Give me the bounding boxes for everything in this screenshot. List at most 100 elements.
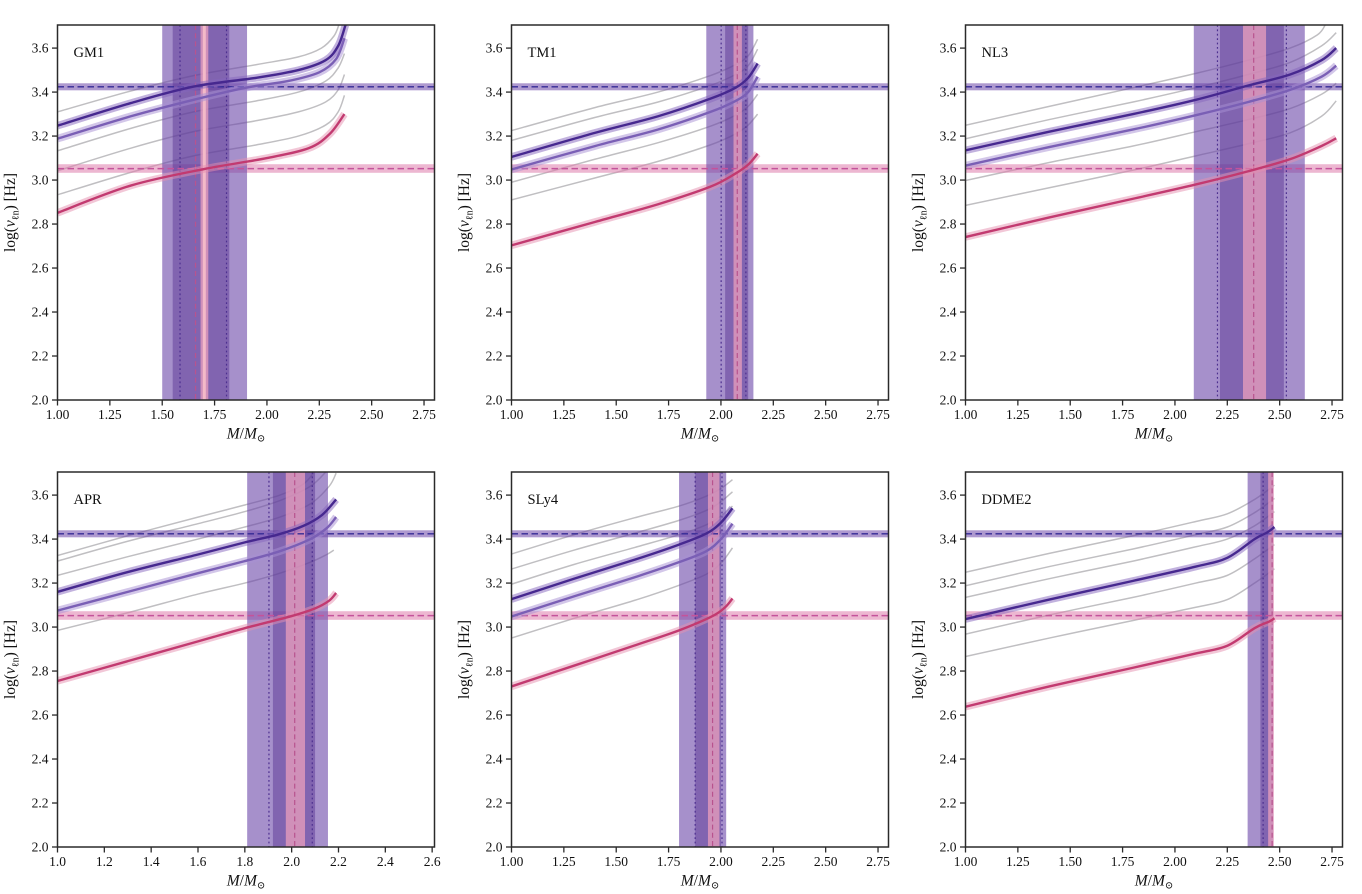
x-tick-label: 2.6 <box>424 854 441 869</box>
x-tick-label: 2.75 <box>866 407 890 422</box>
curve-gray-mode <box>57 74 346 172</box>
x-tick-label: 2.50 <box>1268 854 1292 869</box>
x-tick-label: 1.75 <box>203 407 227 422</box>
curve-pink-mode <box>965 617 1276 708</box>
y-tick-label: 2.8 <box>486 664 503 679</box>
x-tick-label: 1.00 <box>954 854 978 869</box>
curve-pink-mode-band <box>965 615 1277 711</box>
panel-nl3: 1.00 1.25 1.50 1.75 2.00 2.25 2.50 2.75 2.0 2.2 2.… <box>910 24 1344 445</box>
y-tick-label: 2.2 <box>32 796 49 811</box>
y-tick-label: 3.6 <box>940 488 957 503</box>
x-tick-label: 1.4 <box>143 854 160 869</box>
y-tick-label: 2.2 <box>32 349 49 364</box>
x-tick-label: 1.2 <box>96 854 113 869</box>
x-tick-label: 2.50 <box>814 407 838 422</box>
y-tick-label: 3.0 <box>940 620 957 635</box>
x-tick-label: 2.0 <box>283 854 300 869</box>
y-tick-label: 3.6 <box>486 488 503 503</box>
panel-title: DDME2 <box>982 492 1032 508</box>
x-tick-label: 2.25 <box>761 854 785 869</box>
y-tick-label: 2.6 <box>486 708 503 723</box>
y-tick-label: 2.2 <box>486 796 503 811</box>
x-tick-label: 2.25 <box>1215 854 1239 869</box>
x-tick-label: 1.00 <box>954 407 978 422</box>
plot-frame <box>510 471 890 848</box>
plot-frame <box>510 24 890 401</box>
y-tick-label: 2.6 <box>32 261 49 276</box>
x-tick-label: 2.75 <box>1320 854 1344 869</box>
y-tick-label: 2.4 <box>486 305 503 320</box>
x-tick-label: 1.50 <box>604 854 628 869</box>
x-tick-label: 1.50 <box>1058 407 1082 422</box>
curve-purple-light-mode <box>57 37 346 140</box>
curve-pink-mode <box>57 592 338 683</box>
panel-title: GM1 <box>74 45 105 61</box>
y-tick-label: 2.4 <box>32 305 49 320</box>
x-axis-label: M/M⊙ <box>1134 426 1174 445</box>
y-tick-label: 2.0 <box>32 840 49 855</box>
y-tick-label: 2.2 <box>940 796 957 811</box>
x-tick-label: 2.4 <box>377 854 394 869</box>
x-tick-label: 1.25 <box>1006 854 1030 869</box>
x-tick-label: 2.00 <box>709 407 733 422</box>
x-tick-label: 1.0 <box>49 854 66 869</box>
curve-purple-dark-mode-band <box>965 523 1277 623</box>
panel-title: APR <box>74 492 103 508</box>
x-tick-label: 2.75 <box>412 407 436 422</box>
y-tick-label: 3.6 <box>940 41 957 56</box>
y-tick-label: 2.0 <box>940 393 957 408</box>
purple-frequency-band <box>57 530 435 538</box>
y-tick-label: 3.2 <box>940 129 957 144</box>
x-tick-label: 1.00 <box>46 407 70 422</box>
y-tick-label: 2.4 <box>940 752 957 767</box>
y-tick-label: 2.4 <box>940 305 957 320</box>
y-tick-label: 2.8 <box>940 217 957 232</box>
x-tick-label: 1.00 <box>500 854 524 869</box>
y-tick-label: 2.0 <box>486 393 503 408</box>
y-tick-label: 2.6 <box>940 708 957 723</box>
vband-pink <box>707 472 720 847</box>
curve-pink-mode <box>511 597 734 688</box>
y-tick-label: 3.4 <box>940 85 957 100</box>
y-tick-label: 3.0 <box>32 173 49 188</box>
x-tick-label: 1.50 <box>150 407 174 422</box>
x-tick-label: 1.75 <box>657 407 681 422</box>
y-tick-label: 2.8 <box>940 664 957 679</box>
x-tick-label: 1.00 <box>500 407 524 422</box>
panel-tm1: 1.00 1.25 1.50 1.75 2.00 2.25 2.50 2.75 2.0 2.2 2.… <box>456 24 890 445</box>
x-axis-label: M/M⊙ <box>1134 873 1174 892</box>
y-tick-label: 2.2 <box>486 349 503 364</box>
x-tick-label: 1.25 <box>552 854 576 869</box>
curve-gray-mode <box>965 497 1275 587</box>
curve-gray-mode <box>57 25 340 113</box>
y-tick-label: 2.6 <box>940 261 957 276</box>
vband-pink <box>733 25 742 400</box>
y-tick-label: 3.4 <box>940 532 957 547</box>
x-tick-label: 1.8 <box>236 854 253 869</box>
pink-frequency-band <box>965 164 1343 173</box>
purple-frequency-band <box>511 83 889 91</box>
curve-purple-dark-mode <box>57 25 347 127</box>
x-tick-label: 2.00 <box>255 407 279 422</box>
y-axis-label: log(νℓn) [Hz] <box>2 173 22 252</box>
panel-title: NL3 <box>982 45 1009 61</box>
y-tick-label: 3.6 <box>32 488 49 503</box>
y-tick-label: 3.0 <box>940 173 957 188</box>
x-tick-label: 1.75 <box>657 854 681 869</box>
x-tick-label: 2.50 <box>1268 407 1292 422</box>
y-axis-label: log(νℓn) [Hz] <box>910 620 930 699</box>
y-tick-label: 3.6 <box>32 41 49 56</box>
y-tick-label: 3.2 <box>486 576 503 591</box>
x-axis-label: M/M⊙ <box>680 426 720 445</box>
y-tick-label: 3.6 <box>486 41 503 56</box>
x-tick-label: 2.50 <box>360 407 384 422</box>
plot-frame <box>964 471 1344 848</box>
x-tick-label: 1.25 <box>552 407 576 422</box>
curve-purple-dark-mode <box>965 47 1338 152</box>
x-tick-label: 2.00 <box>709 854 733 869</box>
curve-pink-mode <box>511 152 759 247</box>
y-tick-label: 3.2 <box>32 129 49 144</box>
curve-purple-dark-mode <box>511 507 734 601</box>
y-tick-label: 3.4 <box>486 532 503 547</box>
y-tick-label: 3.2 <box>940 576 957 591</box>
